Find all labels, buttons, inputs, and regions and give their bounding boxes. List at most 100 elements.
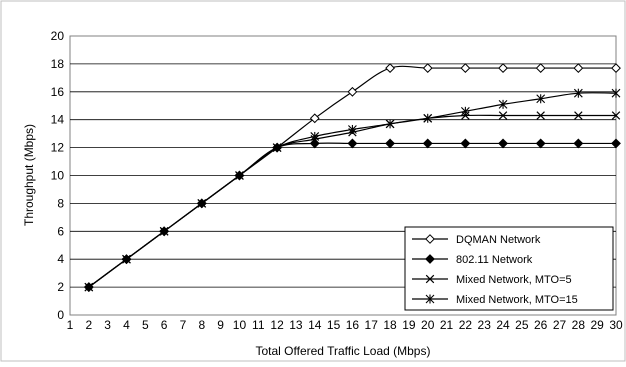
data-point — [611, 138, 621, 149]
x-tick-label: 25 — [515, 318, 529, 332]
x-tick-label: 21 — [440, 318, 454, 332]
x-tick-label: 29 — [590, 318, 604, 332]
x-tick-label: 30 — [609, 318, 623, 332]
data-point — [574, 111, 583, 120]
data-point — [536, 111, 545, 120]
x-tick-label: 22 — [459, 318, 473, 332]
data-point — [122, 254, 131, 264]
marker-stroke — [536, 111, 545, 120]
x-tick-label: 18 — [383, 318, 397, 332]
x-tick-label: 13 — [289, 318, 303, 332]
x-tick-label: 1 — [67, 318, 74, 332]
x-tick-label: 9 — [217, 318, 224, 332]
x-tick-label: 23 — [478, 318, 492, 332]
x-tick-label: 3 — [104, 318, 111, 332]
data-point — [573, 63, 584, 73]
x-tick-label: 11 — [252, 318, 265, 332]
marker-stroke — [611, 111, 621, 120]
y-tick-label: 2 — [57, 280, 64, 294]
data-point — [498, 138, 508, 149]
data-point — [422, 63, 433, 73]
legend-entry: 802.11 Network — [412, 254, 533, 266]
x-tick-label: 17 — [365, 318, 379, 332]
x-tick-label: 7 — [180, 318, 187, 332]
data-point — [235, 171, 244, 180]
x-tick-label: 16 — [346, 318, 360, 332]
x-tick-label: 10 — [233, 318, 247, 332]
legend-label: Mixed Network, MTO=5 — [456, 274, 572, 286]
data-point — [309, 113, 320, 124]
data-point — [310, 131, 320, 141]
data-point — [535, 138, 546, 149]
data-point — [536, 94, 546, 104]
data-point — [347, 138, 358, 149]
legend-box — [404, 226, 614, 311]
data-point — [573, 138, 584, 149]
series-4 — [84, 88, 621, 292]
data-point — [385, 138, 395, 149]
legend-marker — [425, 274, 435, 284]
x-tick-label: 28 — [572, 318, 586, 332]
data-point — [498, 99, 508, 109]
x-tick-label: 27 — [553, 318, 567, 332]
y-tick-label: 12 — [51, 141, 65, 155]
marker-stroke — [498, 111, 508, 120]
data-point — [423, 113, 433, 123]
data-point — [498, 111, 508, 120]
x-tick-label: 2 — [85, 318, 92, 332]
x-tick-label: 14 — [308, 318, 322, 332]
legend-entry: Mixed Network, MTO=15 — [412, 294, 578, 306]
data-point — [611, 63, 621, 73]
legend-marker — [425, 294, 435, 304]
y-axis-label: Throughput (Mbps) — [22, 124, 36, 226]
y-tick-label: 18 — [51, 57, 65, 71]
y-tick-label: 6 — [57, 224, 64, 238]
data-point — [611, 111, 621, 120]
legend-label: Mixed Network, MTO=15 — [456, 294, 578, 306]
x-tick-label: 8 — [198, 318, 205, 332]
y-tick-label: 16 — [51, 85, 65, 99]
x-tick-label: 26 — [534, 318, 548, 332]
data-point — [347, 86, 358, 97]
legend-entry: Mixed Network, MTO=5 — [412, 274, 572, 286]
data-point — [197, 198, 207, 208]
x-tick-label: 24 — [496, 318, 510, 332]
x-tick-label: 20 — [421, 318, 435, 332]
data-point — [611, 88, 621, 98]
data-point — [535, 63, 546, 73]
legend-label: DQMAN Network — [456, 234, 541, 246]
data-point — [385, 119, 395, 129]
data-point — [422, 138, 433, 149]
data-point — [460, 63, 471, 73]
legend-marker — [425, 254, 435, 264]
legend-entry: DQMAN Network — [412, 234, 541, 246]
legend: DQMAN Network 802.11 Network Mixed Network… — [404, 226, 614, 311]
marker-stroke — [574, 111, 583, 120]
x-tick-label: 5 — [142, 318, 149, 332]
x-tick-label: 6 — [161, 318, 168, 332]
series-layer — [83, 63, 621, 293]
data-point — [498, 63, 508, 73]
y-tick-label: 14 — [51, 113, 65, 127]
data-point — [348, 124, 357, 134]
x-tick-label: 15 — [327, 318, 341, 332]
y-tick-label: 8 — [57, 196, 64, 210]
data-point — [272, 143, 282, 153]
data-point — [84, 282, 94, 292]
data-point — [573, 88, 583, 98]
data-point — [460, 138, 471, 149]
x-tick-label: 12 — [270, 318, 284, 332]
y-tick-label: 0 — [57, 308, 64, 322]
x-tick-label: 4 — [123, 318, 130, 332]
x-axis-label: Total Offered Traffic Load (Mbps) — [256, 344, 431, 358]
data-point — [385, 63, 395, 73]
y-tick-label: 10 — [51, 169, 65, 183]
x-tick-label: 19 — [402, 318, 416, 332]
y-tick-label: 4 — [57, 252, 64, 266]
y-tick-label: 20 — [51, 29, 65, 43]
legend-label: 802.11 Network — [456, 254, 533, 266]
data-point — [460, 106, 470, 116]
marker-stroke — [425, 274, 435, 284]
